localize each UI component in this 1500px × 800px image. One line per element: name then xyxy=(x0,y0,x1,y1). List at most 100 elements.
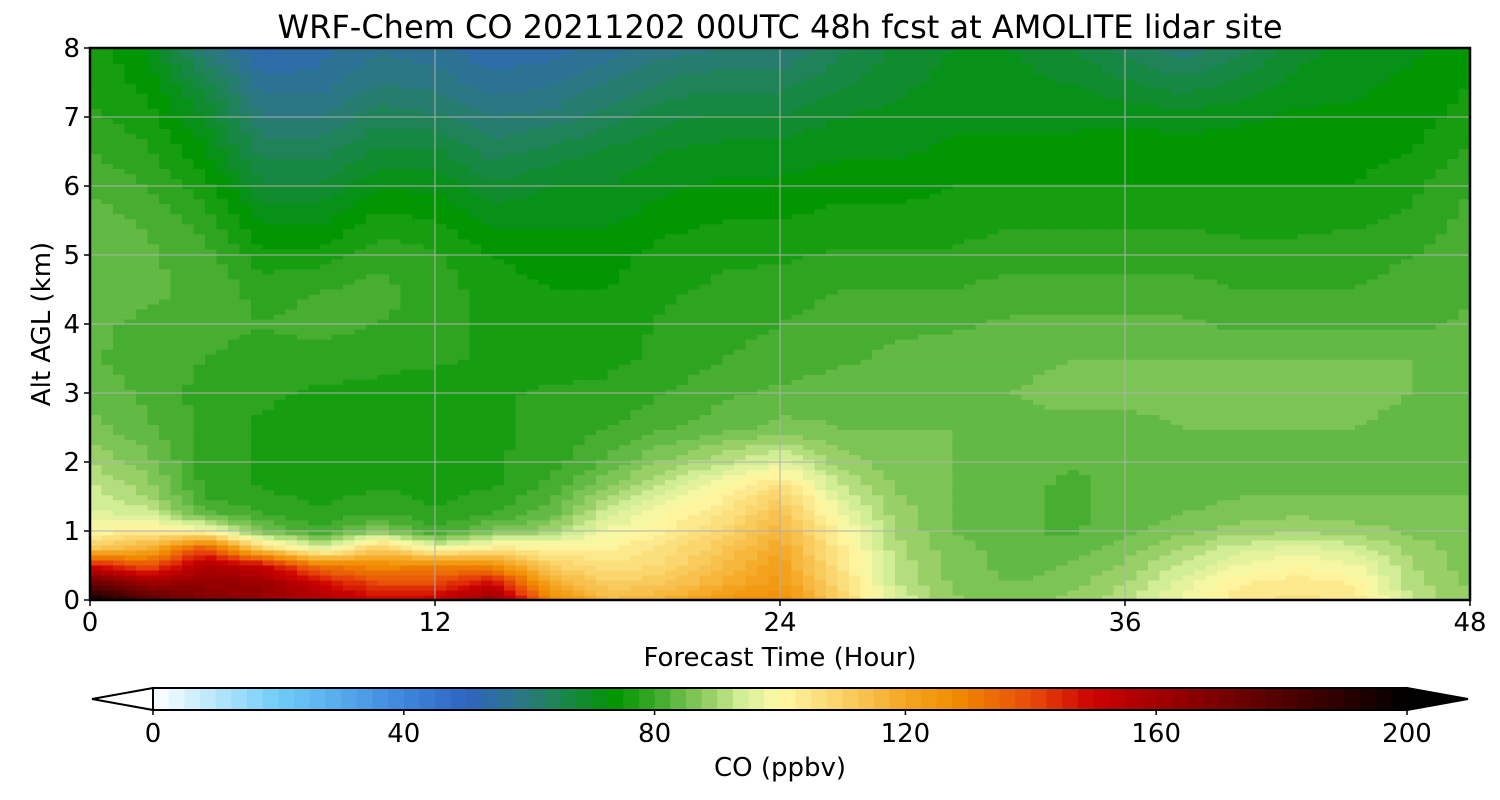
heatmap-cell xyxy=(193,594,206,601)
heatmap-cell xyxy=(1355,564,1368,571)
heatmap-cell xyxy=(1067,394,1080,400)
heatmap-cell xyxy=(1378,479,1391,486)
heatmap-cell xyxy=(504,554,517,561)
heatmap-cell xyxy=(975,579,988,586)
heatmap-cell xyxy=(308,589,321,596)
heatmap-cell xyxy=(412,594,425,601)
heatmap-cell xyxy=(423,474,436,481)
heatmap-cell xyxy=(1412,519,1425,526)
heatmap-cell xyxy=(1389,539,1402,546)
heatmap-cell xyxy=(768,559,781,566)
heatmap-cell xyxy=(1113,534,1126,541)
heatmap-cell xyxy=(630,579,643,586)
heatmap-cell xyxy=(113,504,126,511)
heatmap-cell xyxy=(1056,494,1069,501)
heatmap-cell xyxy=(228,389,241,395)
heatmap-cell xyxy=(159,589,172,596)
heatmap-cell xyxy=(1309,469,1322,476)
heatmap-cell xyxy=(745,434,758,441)
heatmap-cell xyxy=(757,509,770,516)
heatmap-cell xyxy=(1010,574,1023,581)
heatmap-cell xyxy=(757,489,770,496)
heatmap-cell xyxy=(964,519,977,526)
heatmap-cell xyxy=(412,399,425,405)
heatmap-cell xyxy=(538,554,551,561)
heatmap-cell xyxy=(412,584,425,591)
heatmap-cell xyxy=(1458,544,1471,551)
heatmap-cell xyxy=(205,409,218,415)
heatmap-cell xyxy=(1159,414,1172,420)
heatmap-cell xyxy=(1136,574,1149,581)
heatmap-cell xyxy=(952,509,965,516)
heatmap-cell xyxy=(285,474,298,481)
heatmap-cell xyxy=(1021,529,1034,536)
heatmap-cell xyxy=(159,469,172,476)
heatmap-cell xyxy=(389,554,402,561)
heatmap-cell xyxy=(435,494,448,501)
heatmap-cell xyxy=(1274,409,1287,415)
heatmap-cell xyxy=(1044,429,1057,435)
heatmap-cell xyxy=(1067,449,1080,456)
heatmap-cell xyxy=(722,534,735,541)
heatmap-cell xyxy=(653,569,666,576)
heatmap-cell xyxy=(1010,569,1023,576)
heatmap-cell xyxy=(607,464,620,471)
heatmap-cell xyxy=(642,464,655,471)
heatmap-cell xyxy=(1458,514,1471,521)
heatmap-cell xyxy=(147,579,160,586)
heatmap-cell xyxy=(297,434,310,441)
heatmap-cell xyxy=(1033,554,1046,561)
heatmap-cell xyxy=(205,559,218,566)
heatmap-cell xyxy=(1033,484,1046,491)
heatmap-cell xyxy=(331,509,344,516)
heatmap-cell xyxy=(251,539,264,546)
heatmap-cell xyxy=(1424,484,1437,491)
heatmap-cell xyxy=(1332,394,1345,400)
heatmap-cell xyxy=(745,394,758,400)
heatmap-cell xyxy=(1194,534,1207,541)
heatmap-cell xyxy=(561,594,574,601)
heatmap-cell xyxy=(1309,434,1322,441)
heatmap-cell xyxy=(1297,429,1310,435)
heatmap-cell xyxy=(1090,474,1103,481)
heatmap-cell xyxy=(929,524,942,531)
heatmap-cell xyxy=(883,574,896,581)
heatmap-cell xyxy=(205,464,218,471)
heatmap-cell xyxy=(308,469,321,476)
heatmap-cell xyxy=(1113,394,1126,400)
heatmap-cell xyxy=(895,489,908,496)
heatmap-cell xyxy=(607,569,620,576)
heatmap-cell xyxy=(665,529,678,536)
heatmap-cell xyxy=(952,484,965,491)
heatmap-cell xyxy=(251,534,264,541)
heatmap-cell xyxy=(1194,544,1207,551)
heatmap-cell xyxy=(630,494,643,501)
heatmap-cell xyxy=(239,489,252,496)
heatmap-cell xyxy=(1378,414,1391,420)
heatmap-cell xyxy=(757,534,770,541)
heatmap-cell xyxy=(688,579,701,586)
heatmap-cell xyxy=(998,429,1011,435)
heatmap-cell xyxy=(193,584,206,591)
heatmap-cell xyxy=(527,584,540,591)
heatmap-cell xyxy=(688,569,701,576)
heatmap-cell xyxy=(147,474,160,481)
heatmap-cell xyxy=(1205,444,1218,451)
heatmap-cell xyxy=(527,414,540,420)
heatmap-cell xyxy=(987,469,1000,476)
heatmap-cell xyxy=(193,414,206,420)
heatmap-cell xyxy=(1079,414,1092,420)
heatmap-cell xyxy=(1251,449,1264,456)
heatmap-cell xyxy=(1090,534,1103,541)
heatmap-cell xyxy=(446,549,459,556)
heatmap-cell xyxy=(1401,424,1414,430)
heatmap-cell xyxy=(1148,484,1161,491)
heatmap-cell xyxy=(515,564,528,571)
heatmap-cell xyxy=(1010,474,1023,481)
heatmap-cell xyxy=(596,579,609,586)
heatmap-cell xyxy=(1033,404,1046,410)
heatmap-cell xyxy=(1366,464,1379,471)
heatmap-cell xyxy=(412,569,425,576)
heatmap-cell xyxy=(1274,399,1287,405)
heatmap-cell xyxy=(423,569,436,576)
